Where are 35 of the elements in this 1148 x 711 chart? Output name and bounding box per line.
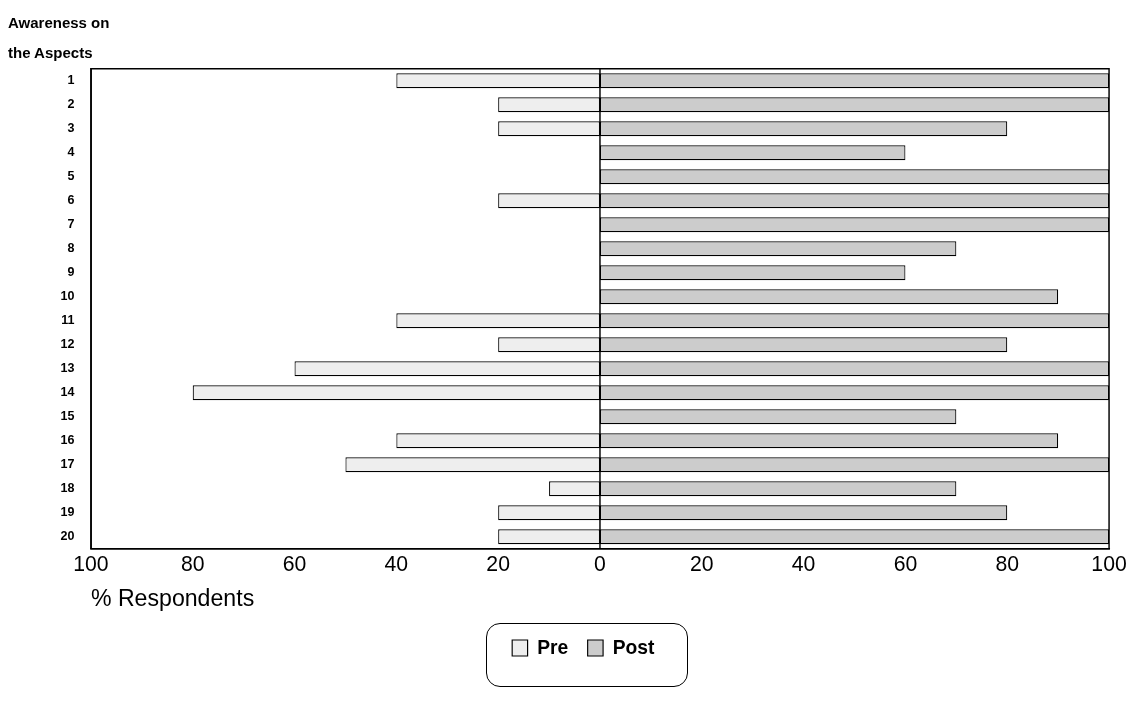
y-tick-label: 10 bbox=[60, 288, 75, 304]
x-tick-label: 0 bbox=[594, 550, 606, 577]
x-axis-title: % Respondents bbox=[90, 584, 255, 612]
y-tick-label: 17 bbox=[60, 456, 75, 472]
x-tick-label: 20 bbox=[486, 550, 510, 577]
y-tick-label: 2 bbox=[67, 96, 75, 112]
x-tick-label: 40 bbox=[791, 550, 816, 577]
y-tick-label: 3 bbox=[67, 120, 75, 136]
y-tick-label: 15 bbox=[60, 408, 75, 424]
legend-label: Pre bbox=[537, 635, 569, 658]
x-tick-label: 60 bbox=[893, 550, 918, 577]
y-tick-label: 18 bbox=[60, 480, 75, 496]
y-tick-label: 14 bbox=[60, 384, 76, 400]
y-tick-label: 12 bbox=[60, 336, 75, 352]
y-tick-label: 5 bbox=[67, 168, 75, 184]
y-axis-title: Awareness on the Aspects bbox=[8, 13, 111, 63]
x-tick-label: 80 bbox=[180, 550, 205, 577]
x-tick-label: 100 bbox=[1091, 550, 1127, 577]
x-tick-label: 20 bbox=[689, 550, 714, 577]
y-tick-label: 19 bbox=[60, 504, 75, 520]
y-tick-label: 4 bbox=[67, 144, 76, 160]
y-tick-label: 1 bbox=[67, 72, 75, 88]
legend-label: Post bbox=[612, 635, 655, 658]
y-tick-label: 8 bbox=[67, 240, 75, 256]
y-tick-label: 7 bbox=[67, 216, 75, 232]
y-tick-label: 6 bbox=[67, 192, 75, 208]
x-tick-label: 80 bbox=[995, 550, 1020, 577]
y-tick-label: 9 bbox=[67, 264, 75, 280]
x-tick-label: 60 bbox=[282, 550, 307, 577]
y-tick-label: 20 bbox=[60, 528, 75, 544]
x-tick-label: 100 bbox=[73, 550, 109, 577]
y-tick-label: 11 bbox=[61, 312, 75, 328]
x-tick-label: 40 bbox=[384, 550, 409, 577]
y-tick-label: 13 bbox=[60, 360, 75, 376]
y-tick-label: 16 bbox=[60, 432, 75, 448]
